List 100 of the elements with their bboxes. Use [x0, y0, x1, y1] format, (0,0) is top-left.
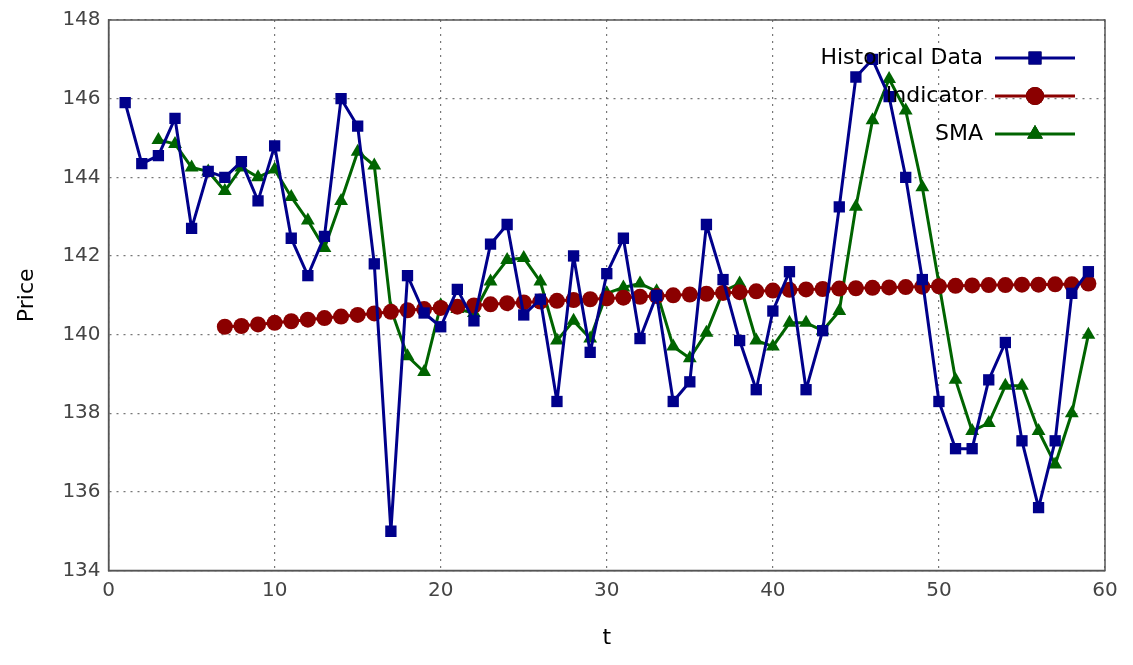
- point: [169, 112, 181, 124]
- point: [966, 443, 978, 455]
- point: [1030, 276, 1047, 293]
- point: [483, 273, 498, 286]
- point: [601, 268, 613, 280]
- point: [499, 295, 516, 312]
- point: [518, 309, 530, 321]
- point: [268, 140, 281, 152]
- point: [385, 525, 397, 537]
- point: [335, 93, 347, 105]
- point: [219, 171, 231, 183]
- point: [152, 150, 165, 162]
- point: [451, 283, 463, 296]
- point: [548, 292, 565, 309]
- point: [748, 283, 765, 300]
- point: [299, 311, 316, 328]
- point: [783, 266, 796, 278]
- y-tick-label: 140: [62, 320, 101, 345]
- y-tick-label: 136: [62, 478, 101, 503]
- point: [184, 159, 199, 172]
- point: [731, 284, 748, 301]
- point: [266, 314, 283, 331]
- point: [717, 273, 729, 286]
- point: [733, 334, 746, 347]
- point: [233, 317, 250, 334]
- point: [998, 377, 1013, 390]
- point: [482, 296, 499, 313]
- x-tick-label: 40: [760, 576, 786, 601]
- point: [367, 157, 382, 170]
- point: [533, 273, 548, 286]
- point: [615, 289, 632, 306]
- x-tick-label: 10: [261, 576, 288, 601]
- point: [1015, 377, 1029, 390]
- x-tick-label: 50: [926, 576, 952, 601]
- point: [235, 155, 248, 168]
- point: [865, 112, 880, 125]
- point: [567, 250, 580, 262]
- point: [302, 269, 314, 282]
- point: [151, 131, 166, 144]
- x-tick-label: 20: [427, 576, 454, 601]
- point: [650, 289, 663, 301]
- point: [847, 280, 864, 297]
- point: [930, 278, 947, 295]
- point: [799, 314, 813, 327]
- y-tick-label: 142: [62, 242, 101, 267]
- point: [349, 306, 366, 323]
- point: [947, 277, 964, 294]
- point: [864, 279, 881, 296]
- point: [1081, 326, 1096, 339]
- point: [764, 282, 781, 299]
- point: [1064, 405, 1079, 418]
- x-axis-title: t: [602, 623, 612, 649]
- y-tick-label: 148: [62, 6, 101, 31]
- legend-label: Historical Data: [820, 43, 983, 69]
- point: [833, 201, 845, 213]
- point: [216, 318, 233, 335]
- point: [933, 395, 945, 408]
- point: [252, 195, 264, 207]
- point: [551, 395, 563, 408]
- x-tick-label: 30: [594, 576, 620, 601]
- point: [185, 222, 198, 235]
- point: [119, 96, 131, 109]
- point: [832, 303, 847, 316]
- point: [432, 299, 449, 316]
- point: [285, 232, 297, 244]
- point: [767, 305, 779, 317]
- point: [284, 188, 299, 201]
- point: [665, 287, 682, 304]
- point: [283, 313, 300, 330]
- point: [136, 157, 148, 170]
- point: [749, 332, 764, 345]
- point: [501, 218, 513, 231]
- point: [401, 269, 414, 282]
- point: [684, 376, 696, 388]
- point: [750, 384, 762, 396]
- point: [566, 312, 581, 325]
- point: [997, 277, 1014, 294]
- point: [667, 395, 679, 408]
- point: [882, 70, 897, 83]
- point: [435, 321, 447, 333]
- point: [798, 281, 815, 298]
- point: [765, 338, 780, 351]
- point: [250, 316, 267, 333]
- point: [418, 307, 430, 319]
- point: [1013, 276, 1030, 293]
- point: [534, 293, 547, 305]
- point: [1049, 435, 1061, 447]
- point: [316, 310, 333, 327]
- point: [916, 273, 928, 286]
- point: [300, 212, 315, 225]
- point: [617, 232, 630, 244]
- point: [318, 230, 331, 242]
- point: [1082, 266, 1095, 278]
- point: [699, 324, 714, 337]
- point: [700, 218, 713, 231]
- point: [666, 338, 681, 351]
- point: [500, 251, 515, 264]
- y-tick-label: 138: [62, 399, 101, 424]
- point: [633, 275, 647, 288]
- point: [681, 286, 698, 303]
